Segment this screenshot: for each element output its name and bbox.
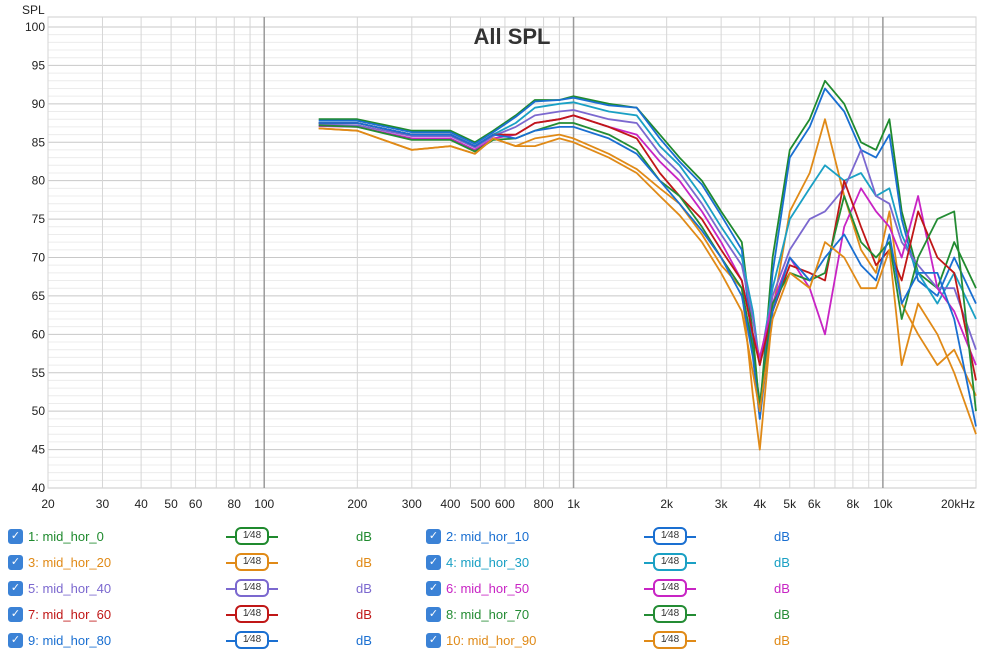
x-tick-label: 20kHz	[941, 497, 975, 511]
x-tick-label: 30	[96, 497, 110, 511]
legend-unit: dB	[774, 555, 790, 570]
spl-chart: 40 45 50 55 60 65 70 75 80 85 90 95 100 20 30 40 50 60 80…	[22, 3, 977, 511]
legend-checkbox[interactable]: ✓	[8, 633, 23, 648]
legend-unit: dB	[774, 581, 790, 596]
smoothing-button[interactable]: 1⁄48	[653, 579, 687, 597]
x-tick-label: 2k	[660, 497, 674, 511]
series-line-9	[318, 122, 977, 427]
legend-unit: dB	[356, 529, 372, 544]
chart-title: All SPL	[473, 24, 550, 49]
legend-unit: dB	[356, 633, 372, 648]
legend-series-name: 10: mid_hor_90	[446, 633, 537, 648]
legend-unit: dB	[356, 555, 372, 570]
legend-checkbox[interactable]: ✓	[8, 581, 23, 596]
y-tick-label: 100	[25, 20, 45, 34]
legend-series-name: 7: mid_hor_60	[28, 607, 112, 622]
legend-row: ✓ 3: mid_hor_20 1⁄48 dB	[8, 551, 408, 575]
y-tick-label: 80	[32, 174, 46, 188]
series-line-10	[318, 127, 977, 435]
legend-unit: dB	[774, 633, 790, 648]
y-tick-label: 85	[32, 135, 46, 149]
smoothing-button[interactable]: 1⁄48	[235, 579, 269, 597]
x-tick-label: 4k	[753, 497, 767, 511]
series-line-4	[318, 101, 977, 367]
x-tick-label: 10k	[873, 497, 893, 511]
legend-checkbox[interactable]: ✓	[426, 633, 441, 648]
legend-series-name: 6: mid_hor_50	[446, 581, 530, 596]
legend-checkbox[interactable]: ✓	[426, 581, 441, 596]
grid	[47, 17, 977, 489]
series-lines	[318, 79, 977, 451]
legend-series-name: 3: mid_hor_20	[28, 555, 112, 570]
x-tick-label: 8k	[847, 497, 861, 511]
legend-row: ✓ 1: mid_hor_0 1⁄48 dB	[8, 525, 408, 549]
x-tick-label: 400	[440, 497, 460, 511]
y-tick-label: 50	[32, 404, 46, 418]
smoothing-button[interactable]: 1⁄48	[653, 631, 687, 649]
smoothing-button[interactable]: 1⁄48	[235, 553, 269, 571]
x-tick-label: 80	[228, 497, 242, 511]
series-line-1	[318, 79, 977, 413]
legend-series-name: 2: mid_hor_10	[446, 529, 530, 544]
legend-checkbox[interactable]: ✓	[8, 529, 23, 544]
y-tick-label: 45	[32, 443, 46, 457]
legend-checkbox[interactable]: ✓	[8, 607, 23, 622]
x-tick-label: 100	[254, 497, 274, 511]
smoothing-button[interactable]: 1⁄48	[235, 605, 269, 623]
x-tick-label: 6k	[808, 497, 822, 511]
legend-row: ✓ 6: mid_hor_50 1⁄48 dB	[426, 577, 826, 601]
series-line-2	[318, 87, 977, 420]
y-tick-label: 55	[32, 366, 46, 380]
y-tick-label: 60	[32, 327, 46, 341]
y-tick-label: 95	[32, 58, 46, 72]
legend-series-name: 1: mid_hor_0	[28, 529, 104, 544]
legend-row: ✓ 2: mid_hor_10 1⁄48 dB	[426, 525, 826, 549]
x-tick-label: 5k	[783, 497, 797, 511]
smoothing-button[interactable]: 1⁄48	[653, 527, 687, 545]
y-axis-label: SPL	[22, 3, 45, 17]
smoothing-button[interactable]: 1⁄48	[653, 553, 687, 571]
legend-checkbox[interactable]: ✓	[426, 529, 441, 544]
smoothing-button[interactable]: 1⁄48	[235, 527, 269, 545]
legend-row: ✓ 10: mid_hor_90 1⁄48 dB	[426, 629, 826, 653]
x-tick-label: 40	[134, 497, 148, 511]
y-axis-ticks: 40 45 50 55 60 65 70 75 80 85 90 95 100	[25, 20, 45, 495]
x-axis-ticks: 20 30 40 50 60 80 100 200 300 400 500 600 800 1k 2k 3k 4…	[41, 497, 975, 511]
x-tick-label: 3k	[715, 497, 729, 511]
x-tick-label: 60	[189, 497, 203, 511]
y-tick-label: 40	[32, 481, 46, 495]
legend-unit: dB	[774, 529, 790, 544]
legend-series-name: 9: mid_hor_80	[28, 633, 112, 648]
y-tick-label: 90	[32, 97, 46, 111]
legend-series-name: 8: mid_hor_70	[446, 607, 530, 622]
legend-unit: dB	[774, 607, 790, 622]
x-tick-label: 500	[470, 497, 490, 511]
legend-row: ✓ 8: mid_hor_70 1⁄48 dB	[426, 603, 826, 627]
legend-series-name: 5: mid_hor_40	[28, 581, 112, 596]
legend-row: ✓ 4: mid_hor_30 1⁄48 dB	[426, 551, 826, 575]
legend-series-name: 4: mid_hor_30	[446, 555, 530, 570]
y-tick-label: 70	[32, 251, 46, 265]
x-tick-label: 200	[347, 497, 367, 511]
legend-row: ✓ 9: mid_hor_80 1⁄48 dB	[8, 629, 408, 653]
x-tick-label: 600	[495, 497, 515, 511]
y-tick-label: 65	[32, 289, 46, 303]
legend-checkbox[interactable]: ✓	[8, 555, 23, 570]
legend-checkbox[interactable]: ✓	[426, 607, 441, 622]
legend-unit: dB	[356, 607, 372, 622]
series-line-6	[318, 114, 977, 366]
x-tick-label: 800	[534, 497, 554, 511]
legend: ✓ 1: mid_hor_0 1⁄48 dB ✓ 2: mid_hor_10 1⁄48 dB ✓…	[0, 520, 1000, 653]
x-tick-label: 1k	[567, 497, 581, 511]
legend-row: ✓ 7: mid_hor_60 1⁄48 dB	[8, 603, 408, 627]
x-tick-label: 20	[41, 497, 55, 511]
x-tick-label: 300	[402, 497, 422, 511]
smoothing-button[interactable]: 1⁄48	[653, 605, 687, 623]
legend-checkbox[interactable]: ✓	[426, 555, 441, 570]
legend-unit: dB	[356, 581, 372, 596]
x-tick-label: 50	[164, 497, 178, 511]
y-tick-label: 75	[32, 212, 46, 226]
legend-row: ✓ 5: mid_hor_40 1⁄48 dB	[8, 577, 408, 601]
smoothing-button[interactable]: 1⁄48	[235, 631, 269, 649]
